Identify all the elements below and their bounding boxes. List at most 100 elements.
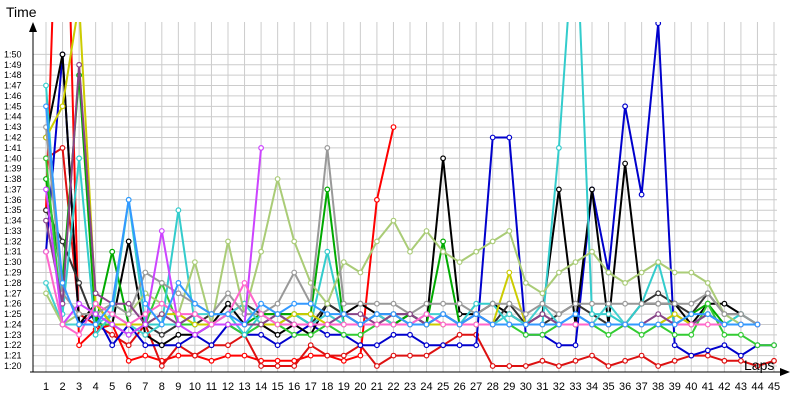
data-point <box>109 248 116 255</box>
data-point <box>539 321 546 328</box>
data-point <box>456 342 463 349</box>
x-tick-label: 45 <box>768 381 780 393</box>
data-point <box>158 228 165 234</box>
x-axis-arrow-icon <box>780 368 790 376</box>
data-point <box>357 311 364 318</box>
data-point <box>473 321 480 328</box>
x-tick-label: 27 <box>470 381 482 393</box>
data-point <box>125 300 132 307</box>
data-point <box>125 196 132 203</box>
data-point <box>76 321 82 328</box>
data-point <box>59 144 66 151</box>
data-point <box>43 217 49 224</box>
data-point <box>638 321 645 328</box>
data-point <box>771 342 777 349</box>
x-tick-label: 15 <box>272 381 284 393</box>
data-point <box>43 103 49 110</box>
data-point <box>473 300 480 307</box>
data-point <box>721 331 728 338</box>
data-point <box>489 321 496 328</box>
y-tick-label: 1:41 <box>4 143 22 153</box>
data-point <box>175 311 182 318</box>
data-point <box>43 248 49 255</box>
data-point <box>374 300 380 307</box>
data-point <box>59 51 66 58</box>
data-point <box>390 217 397 224</box>
data-point <box>374 321 380 328</box>
data-point <box>605 363 612 369</box>
data-point <box>109 311 116 318</box>
y-tick-label: 1:45 <box>4 101 22 111</box>
y-tick-label: 1:26 <box>4 299 22 309</box>
data-point <box>208 342 215 349</box>
data-point <box>522 311 529 318</box>
data-point <box>622 321 628 328</box>
data-point <box>754 342 761 349</box>
data-point <box>158 363 165 369</box>
data-point <box>704 311 711 318</box>
data-point <box>191 311 198 318</box>
data-point <box>340 321 347 328</box>
data-point <box>456 321 463 328</box>
y-tick-label: 1:22 <box>4 340 22 350</box>
data-point <box>92 300 99 307</box>
x-tick-label: 36 <box>619 381 631 393</box>
data-point <box>158 311 165 318</box>
x-tick-label: 29 <box>503 381 515 393</box>
data-point <box>324 300 331 307</box>
x-tick-label: 9 <box>175 381 181 393</box>
data-point <box>407 248 413 255</box>
data-point <box>258 331 265 338</box>
data-point <box>489 238 496 245</box>
data-point <box>76 342 82 349</box>
data-point <box>589 300 595 307</box>
y-tick-label: 1:34 <box>4 216 22 226</box>
y-tick-label: 1:32 <box>4 236 22 246</box>
data-point <box>175 331 182 338</box>
y-tick-label: 1:36 <box>4 195 22 205</box>
data-point <box>522 331 529 338</box>
x-axis-title: Laps <box>744 357 774 373</box>
data-point <box>258 321 265 328</box>
data-point <box>738 357 744 364</box>
data-point <box>556 269 562 276</box>
data-point <box>704 347 711 354</box>
data-point <box>738 311 744 318</box>
data-point <box>605 269 612 276</box>
data-point <box>539 331 546 338</box>
data-point <box>76 155 82 162</box>
data-point <box>721 357 728 364</box>
data-point <box>622 160 628 167</box>
y-tick-label: 1:38 <box>4 174 22 184</box>
data-point <box>324 352 331 359</box>
x-tick-label: 33 <box>569 381 581 393</box>
data-point <box>142 342 149 349</box>
data-point <box>589 186 595 193</box>
data-point <box>291 238 298 245</box>
data-point <box>43 82 49 89</box>
data-point <box>572 259 579 266</box>
data-point <box>109 321 116 328</box>
data-point <box>655 22 662 27</box>
data-point <box>158 280 165 286</box>
data-point <box>738 321 744 328</box>
data-point <box>671 269 678 276</box>
data-point <box>307 311 314 318</box>
x-tick-label: 28 <box>487 381 499 393</box>
data-point <box>208 311 215 318</box>
data-point <box>721 342 728 349</box>
data-point <box>225 352 231 359</box>
data-point <box>704 290 711 297</box>
series-line <box>45 22 395 362</box>
data-point <box>125 238 132 245</box>
data-point <box>43 290 49 297</box>
data-point <box>175 290 182 297</box>
data-point <box>407 311 413 318</box>
data-point <box>225 311 231 318</box>
data-point <box>671 357 678 364</box>
data-point <box>738 352 744 359</box>
data-point <box>225 321 231 328</box>
data-point <box>704 300 711 307</box>
data-point <box>556 186 562 193</box>
